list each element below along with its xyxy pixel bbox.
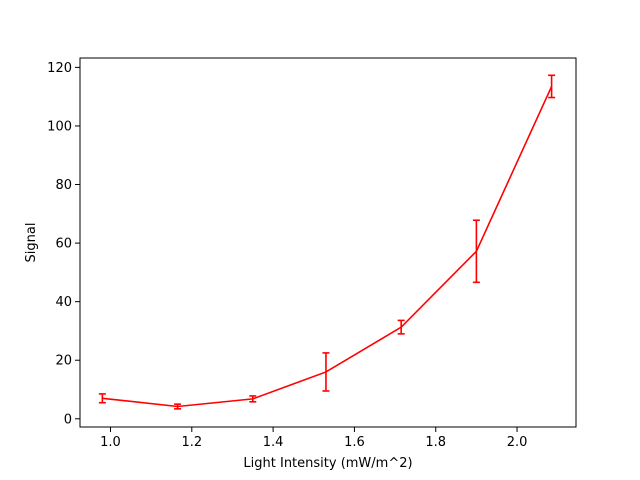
- y-tick-label: 120: [47, 61, 72, 76]
- y-axis-label: Signal: [24, 223, 39, 263]
- y-tick-label: 80: [55, 178, 72, 193]
- axes-frame: [79, 57, 577, 428]
- x-axis: 1.0 1.2 1.4 1.6 1.8 2.0: [100, 427, 527, 450]
- y-tick-label: 60: [55, 237, 72, 252]
- x-axis-label: Light Intensity (mW/m^2): [243, 456, 412, 471]
- y-tick-label: 40: [55, 295, 72, 310]
- x-tick-label: 1.8: [425, 435, 446, 450]
- x-tick-label: 2.0: [507, 435, 528, 450]
- y-tick-label: 20: [55, 354, 72, 369]
- y-tick-label: 100: [47, 119, 72, 134]
- y-tick-label: 0: [64, 412, 72, 427]
- x-tick-label: 1.6: [344, 435, 365, 450]
- x-tick-label: 1.4: [263, 435, 284, 450]
- y-axis: 0 20 40 60 80 100 120: [47, 61, 80, 427]
- x-tick-label: 1.0: [100, 435, 121, 450]
- x-tick-label: 1.2: [181, 435, 202, 450]
- plot-area: [98, 74, 556, 410]
